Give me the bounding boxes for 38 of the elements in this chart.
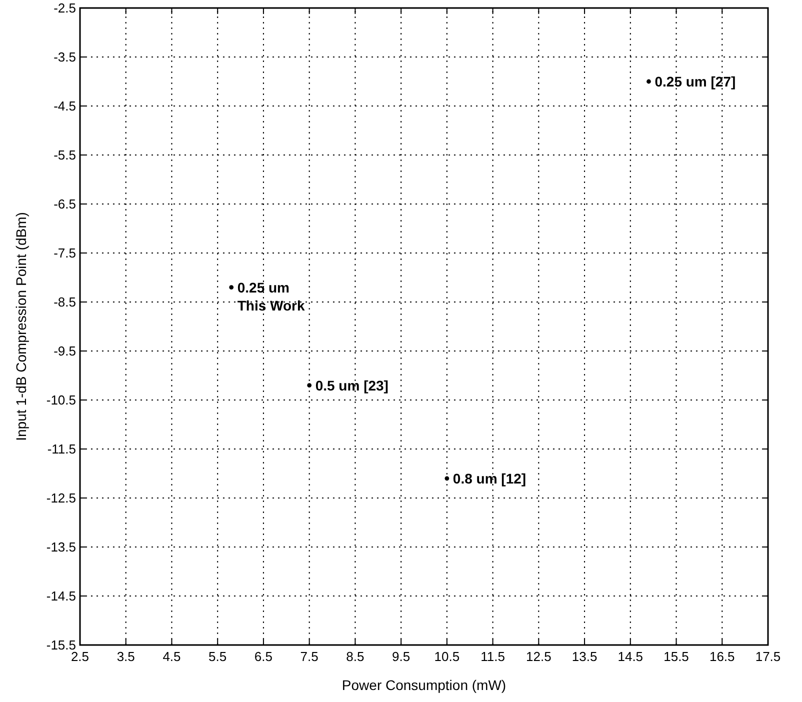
- y-tick-label: -12.5: [46, 490, 76, 506]
- x-tick-label: 4.5: [162, 649, 181, 664]
- y-tick-label: -3.5: [54, 50, 76, 64]
- y-tick-label: -8.5: [54, 294, 76, 310]
- x-axis-title: Power Consumption (mW): [342, 677, 506, 693]
- x-tick-label: 6.5: [254, 649, 273, 664]
- y-tick-label: -7.5: [54, 246, 76, 260]
- x-tick-label: 17.5: [755, 649, 781, 664]
- annotation: 0.25 um [27]: [654, 74, 736, 90]
- x-tick-label: 14.5: [618, 649, 644, 664]
- y-tick-label: -5.5: [54, 148, 76, 162]
- x-tick-label: 13.5: [572, 649, 598, 664]
- x-tick-label: 3.5: [116, 649, 135, 664]
- y-tick-label: -14.5: [46, 588, 76, 604]
- x-tick-label: 5.5: [208, 649, 227, 664]
- x-tick-label: 10.5: [434, 649, 460, 664]
- x-tick-label: 9.5: [392, 649, 410, 664]
- y-tick-label: -4.5: [54, 98, 76, 114]
- x-tick-label: 12.5: [526, 649, 552, 664]
- annotation: 0.8 um [12]: [452, 470, 526, 486]
- annotation: 0.25 um This Work: [237, 279, 305, 314]
- y-axis-title: Input 1-dB Compression Point (dBm): [13, 212, 29, 441]
- point: [307, 383, 312, 388]
- y-tick-label: -2.5: [54, 0, 76, 16]
- x-tick-label: 11.5: [480, 649, 505, 664]
- x-tick-label: 16.5: [709, 649, 735, 664]
- y-tick-label: -6.5: [54, 196, 76, 212]
- point: [229, 285, 234, 290]
- x-tick-label: 8.5: [346, 649, 364, 664]
- y-tick-label: -10.5: [46, 392, 76, 408]
- point: [646, 79, 651, 84]
- x-tick-label: 15.5: [664, 649, 689, 664]
- y-tick-label: -13.5: [46, 540, 76, 554]
- y-tick-label: -9.5: [54, 344, 76, 358]
- y-tick-label: -11.5: [47, 442, 76, 456]
- annotation: 0.5 um [23]: [315, 377, 388, 394]
- point: [444, 476, 450, 481]
- x-tick-label: 7.5: [300, 649, 318, 664]
